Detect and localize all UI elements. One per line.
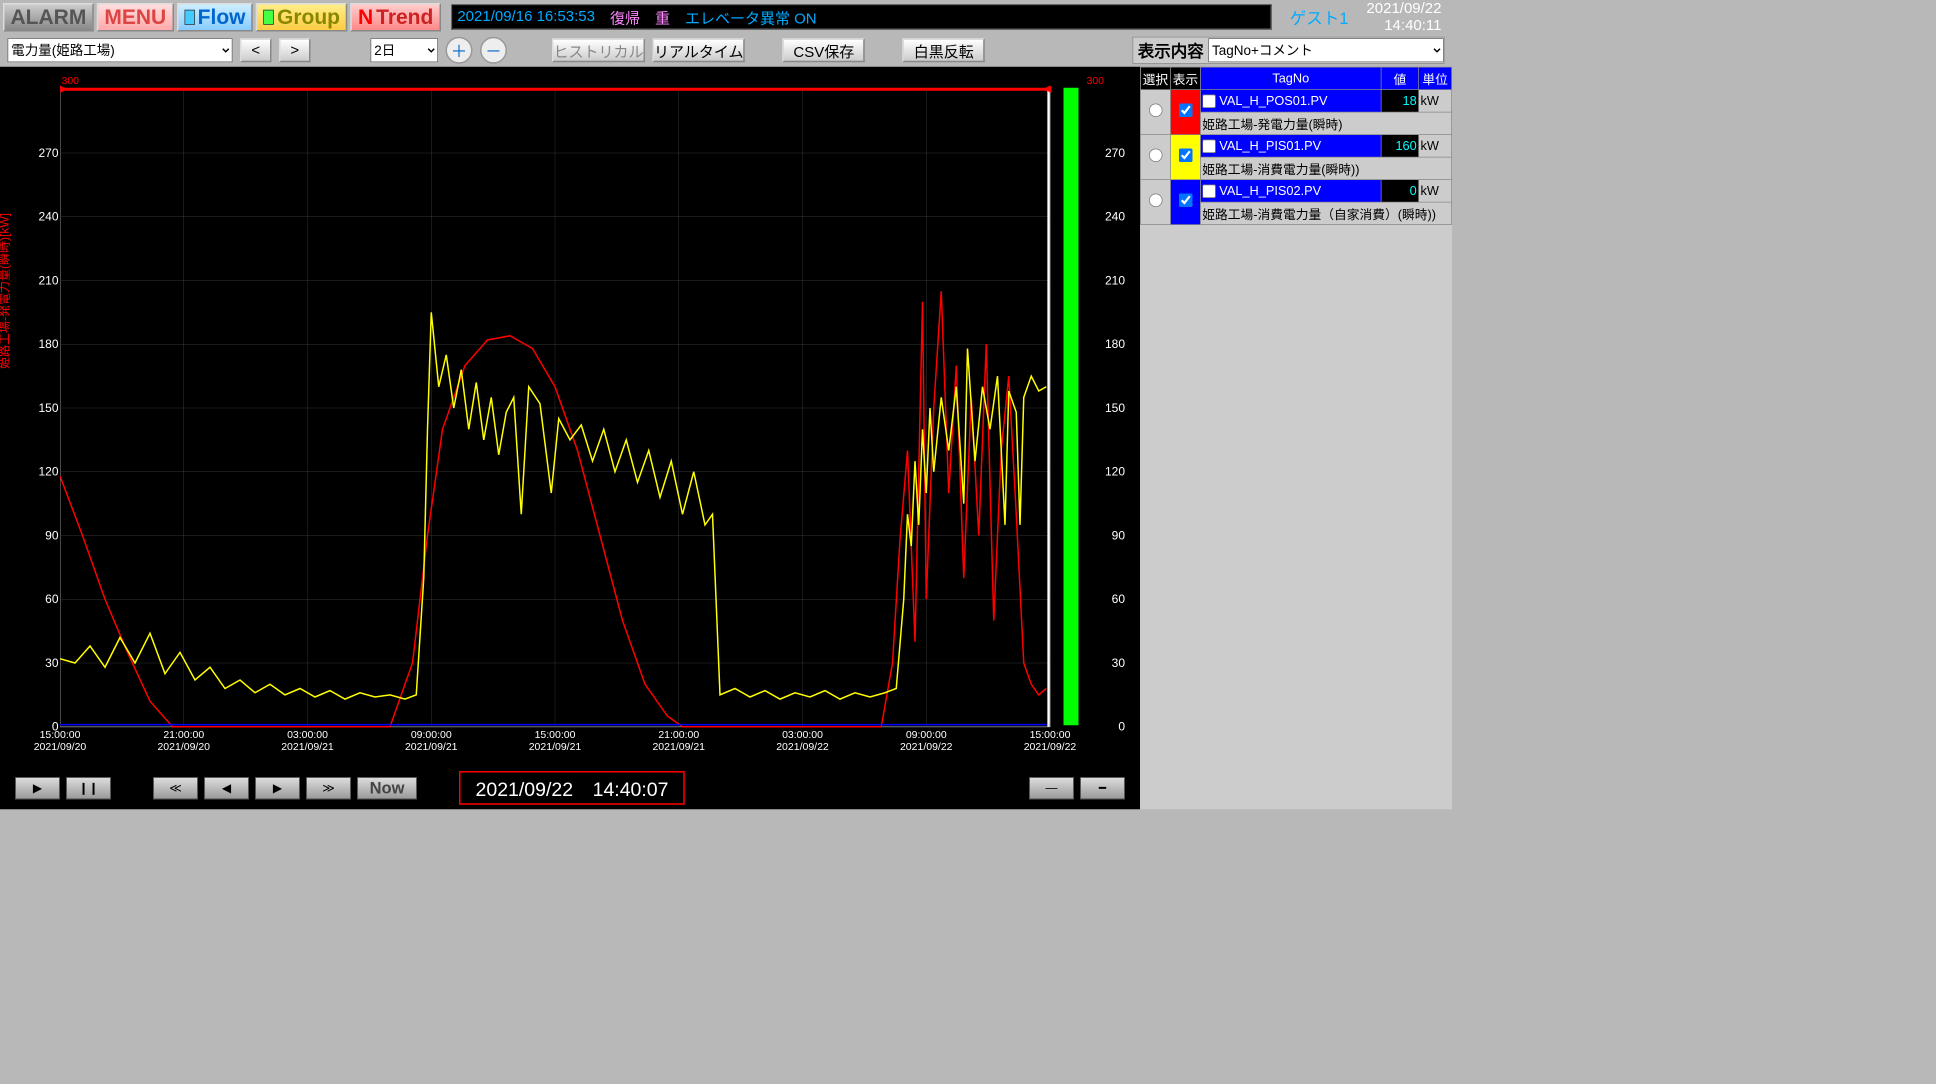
trend-icon: N (358, 5, 373, 29)
minus2-button[interactable]: ━ (1080, 777, 1125, 800)
menu-button[interactable]: MENU (97, 3, 174, 32)
tag-show-checkbox[interactable] (1179, 194, 1193, 208)
tag-id: VAL_H_PIS02.PV (1200, 180, 1381, 203)
flow-button[interactable]: Flow (177, 3, 253, 32)
col-value: 値 (1381, 67, 1419, 90)
tag-id: VAL_H_PIS01.PV (1200, 135, 1381, 158)
alarm-button[interactable]: ALARM (3, 3, 94, 32)
col-unit: 単位 (1419, 67, 1452, 90)
tag-unit: kW (1419, 135, 1452, 158)
timestamp-display: 2021/09/22 14:40:07 (459, 771, 685, 805)
forward-button[interactable]: ▶ (255, 777, 300, 800)
period-select[interactable]: 2日 (371, 38, 439, 62)
prev-button[interactable]: < (240, 38, 272, 62)
pause-button[interactable]: ❙❙ (66, 777, 111, 800)
user-label: ゲスト1 (1275, 5, 1364, 29)
flow-icon (184, 9, 195, 24)
realtime-button[interactable]: リアルタイム (653, 38, 746, 62)
tag-unit: kW (1419, 90, 1452, 113)
minus-button[interactable]: — (1029, 777, 1074, 800)
tag-comment: 姫路工場-消費電力量（自家消費）(瞬時)) (1200, 202, 1451, 225)
tag-value: 0 (1381, 180, 1419, 203)
zoom-out-icon[interactable]: － (480, 37, 507, 64)
display-mode-select[interactable]: TagNo+コメント (1208, 38, 1443, 62)
trend-chart (60, 82, 1095, 765)
tag-value: 160 (1381, 135, 1419, 158)
tag-id: VAL_H_POS01.PV (1200, 90, 1381, 113)
trend-button[interactable]: NTrend (350, 3, 440, 32)
group-button[interactable]: Group (256, 3, 348, 32)
group-icon (263, 9, 274, 24)
historical-button[interactable]: ヒストリカル (552, 38, 645, 62)
tag-value: 18 (1381, 90, 1419, 113)
tag-select-radio[interactable] (1149, 194, 1163, 208)
col-select: 選択 (1140, 67, 1170, 90)
tag-panel: 選択 表示 TagNo 値 単位 VAL_H_POS01.PV 18 kW姫路工… (1140, 67, 1452, 810)
tag-comment: 姫路工場-消費電力量(瞬時)) (1200, 157, 1451, 180)
tag-select-radio[interactable] (1149, 149, 1163, 163)
forward-fast-button[interactable]: ≫ (306, 777, 351, 800)
col-tagno: TagNo (1200, 67, 1381, 90)
bw-invert-button[interactable]: 白黒反転 (903, 38, 986, 62)
rewind-fast-button[interactable]: ≪ (153, 777, 198, 800)
tag-show-checkbox[interactable] (1179, 149, 1193, 163)
tag-select-radio[interactable] (1149, 104, 1163, 118)
play-button[interactable]: ▶ (15, 777, 60, 800)
zoom-in-icon[interactable]: ＋ (446, 37, 473, 64)
level-bar (1064, 88, 1079, 726)
csv-save-button[interactable]: CSV保存 (783, 38, 866, 62)
tag-comment: 姫路工場-発電力量(瞬時) (1200, 112, 1451, 135)
status-bar: 2021/09/16 16:53:53 復帰 重 エレベータ異常 ON (451, 4, 1271, 30)
clock: 2021/09/2214:40:11 (1366, 0, 1449, 34)
rewind-button[interactable]: ◀ (204, 777, 249, 800)
next-button[interactable]: > (279, 38, 311, 62)
col-show: 表示 (1170, 67, 1200, 90)
now-button[interactable]: Now (357, 777, 417, 800)
y-axis-label: 姫路工場-発電力量(瞬時)[kW] (0, 213, 12, 369)
dataset-select[interactable]: 電力量(姫路工場) (8, 38, 233, 62)
tag-unit: kW (1419, 180, 1452, 203)
side-header: 表示内容 (1133, 38, 1208, 62)
chart-area: 姫路工場-発電力量(瞬時)[kW] 300 300 00303060609090… (0, 67, 1140, 810)
tag-show-checkbox[interactable] (1179, 104, 1193, 118)
